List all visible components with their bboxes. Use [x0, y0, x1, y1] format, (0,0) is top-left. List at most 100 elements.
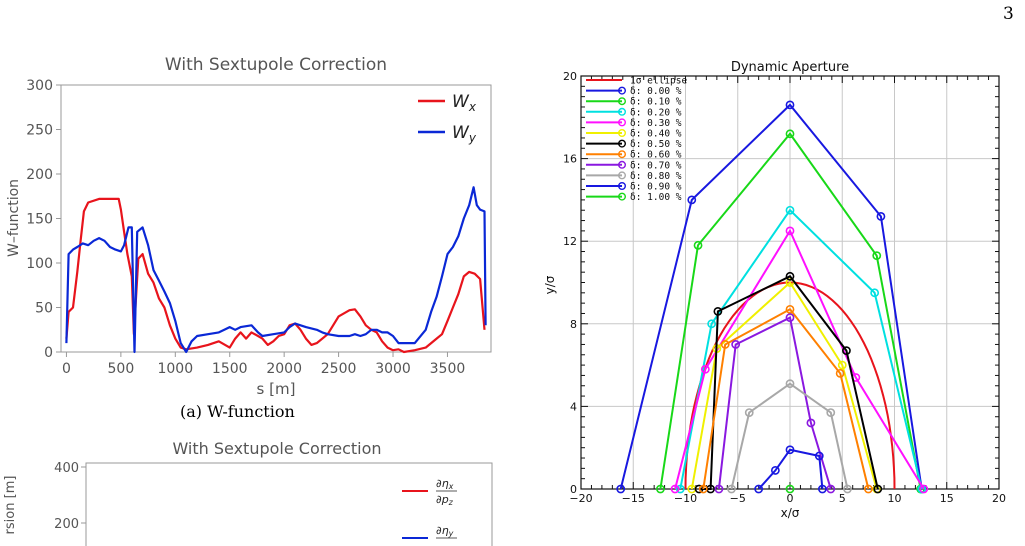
aperture-line [757, 448, 824, 490]
chart-b-y-tick-label: 20 [563, 70, 577, 83]
aperture-point [837, 360, 847, 370]
chart-b-x-tick-label: 10 [888, 492, 902, 505]
legend-deta-y-numerator: ∂ηy [436, 524, 454, 538]
aperture-point [919, 484, 929, 494]
legend-label: δ: 0.80 % [630, 171, 682, 182]
legend-marker [617, 139, 626, 148]
aperture-point [876, 212, 886, 221]
page-number: 3 [1003, 4, 1014, 24]
chart-b-y-tick-label: 16 [563, 153, 577, 166]
legend-label: δ: 0.20 % [630, 107, 682, 118]
chart-a-caption: (a) W-function [180, 402, 295, 421]
chart-a-y-tick-label: 300 [26, 78, 53, 94]
chart-b-y-tick-label: 12 [563, 235, 577, 248]
legend-label: 1σ ellipse [630, 76, 687, 87]
chart-a-y-tick-label: 250 [26, 123, 53, 139]
aperture-point [785, 304, 795, 314]
chart-c-y-tick-label: 200 [54, 517, 79, 532]
aperture-point [785, 100, 795, 110]
aperture-point [720, 340, 730, 349]
aperture-series-10 [785, 484, 795, 494]
aperture-point [707, 319, 717, 329]
chart-b-x-tick-label: 0 [787, 492, 794, 505]
chart-b-y-tick-label: 8 [570, 318, 577, 331]
aperture-point [785, 445, 795, 455]
chart-a-y-axis-label: W–function [6, 179, 22, 257]
aperture-point [785, 129, 795, 139]
aperture-point [616, 484, 626, 494]
aperture-point [814, 451, 824, 461]
legend-marker [617, 118, 626, 127]
chart-a-legend: Wx Wy [418, 92, 477, 145]
aperture-point [785, 313, 795, 323]
aperture-line [619, 103, 923, 490]
aperture-point [698, 484, 708, 494]
aperture-point [694, 484, 704, 494]
legend-marker [617, 160, 626, 169]
aperture-series-0 [616, 100, 927, 494]
dynamic-aperture-chart: Dynamic Aperture −20 −15 −10 −5 0 5 10 15 20 0 4 8 1… [543, 60, 1006, 520]
chart-a-y-tick-label: 0 [44, 345, 53, 361]
legend-label: δ: 0.90 % [630, 182, 682, 193]
aperture-point [817, 484, 827, 494]
series-line-w-x [65, 197, 486, 354]
chart-a-x-tick-label: 1000 [157, 361, 193, 377]
aperture-series-7 [714, 313, 836, 494]
chart-c-legend: ∂ηx ∂pz ∂ηy [402, 477, 457, 539]
aperture-point [731, 340, 741, 349]
chart-a-y-tick-label: 100 [26, 256, 53, 272]
aperture-point [785, 379, 795, 389]
chart-c-y-axis-label: rsion [m] [3, 476, 18, 535]
chart-a-x-tick-label: 2500 [321, 361, 357, 377]
chart-b-x-tick-label: −20 [569, 492, 592, 505]
aperture-point [842, 346, 851, 356]
legend-label: δ: 0.50 % [630, 139, 682, 150]
aperture-point [727, 484, 736, 494]
aperture-point [870, 288, 880, 298]
chart-b-y-axis-label: y/σ [543, 275, 557, 294]
chart-a-x-tick-label: 0 [62, 361, 71, 377]
aperture-point [714, 484, 724, 494]
legend-deta-x-numerator: ∂ηx [436, 477, 454, 491]
legend-marker [617, 150, 626, 159]
legend-marker [617, 128, 626, 137]
aperture-point [843, 484, 852, 494]
aperture-line [679, 208, 923, 490]
aperture-point [754, 484, 764, 494]
aperture-line [730, 382, 849, 490]
chart-c-frame [85, 462, 493, 546]
chart-a-x-axis-label: s [m] [257, 380, 296, 398]
chart-b-x-tick-label: −15 [622, 492, 645, 505]
aperture-point [785, 271, 795, 281]
aperture-line [674, 228, 925, 490]
aperture-point [656, 484, 665, 494]
aperture-line [699, 275, 879, 490]
chart-b-y-tick-label: 0 [570, 483, 577, 496]
aperture-point [675, 484, 685, 494]
legend-label: δ: 0.10 % [630, 97, 682, 108]
aperture-point [700, 364, 710, 374]
chart-c-y-tick-label: 400 [54, 461, 79, 476]
chart-a-y-tick-label: 150 [26, 212, 53, 228]
aperture-point [785, 205, 795, 215]
aperture-point [693, 240, 703, 250]
aperture-series-9 [754, 445, 827, 494]
legend-label: δ: 0.00 % [630, 86, 682, 97]
aperture-point [826, 408, 836, 417]
chart-c-title: With Sextupole Correction [172, 439, 381, 458]
chart-b-x-tick-label: 5 [839, 492, 846, 505]
aperture-series-8 [727, 379, 852, 494]
chart-a-x-tick-label: 3500 [430, 361, 466, 377]
legend-label: δ: 0.40 % [630, 129, 682, 140]
aperture-point [806, 418, 816, 428]
aperture-point [785, 484, 795, 494]
legend-marker [617, 97, 626, 106]
legend-deta-x-denominator: ∂pz [436, 493, 454, 507]
chart-a-y-tick-label: 200 [26, 167, 53, 183]
chart-b-title: Dynamic Aperture [731, 60, 849, 75]
legend-marker [617, 192, 626, 201]
legend-label: δ: 1.00 % [630, 192, 682, 203]
aperture-point [687, 195, 697, 205]
chart-b-x-tick-label: 15 [940, 492, 954, 505]
